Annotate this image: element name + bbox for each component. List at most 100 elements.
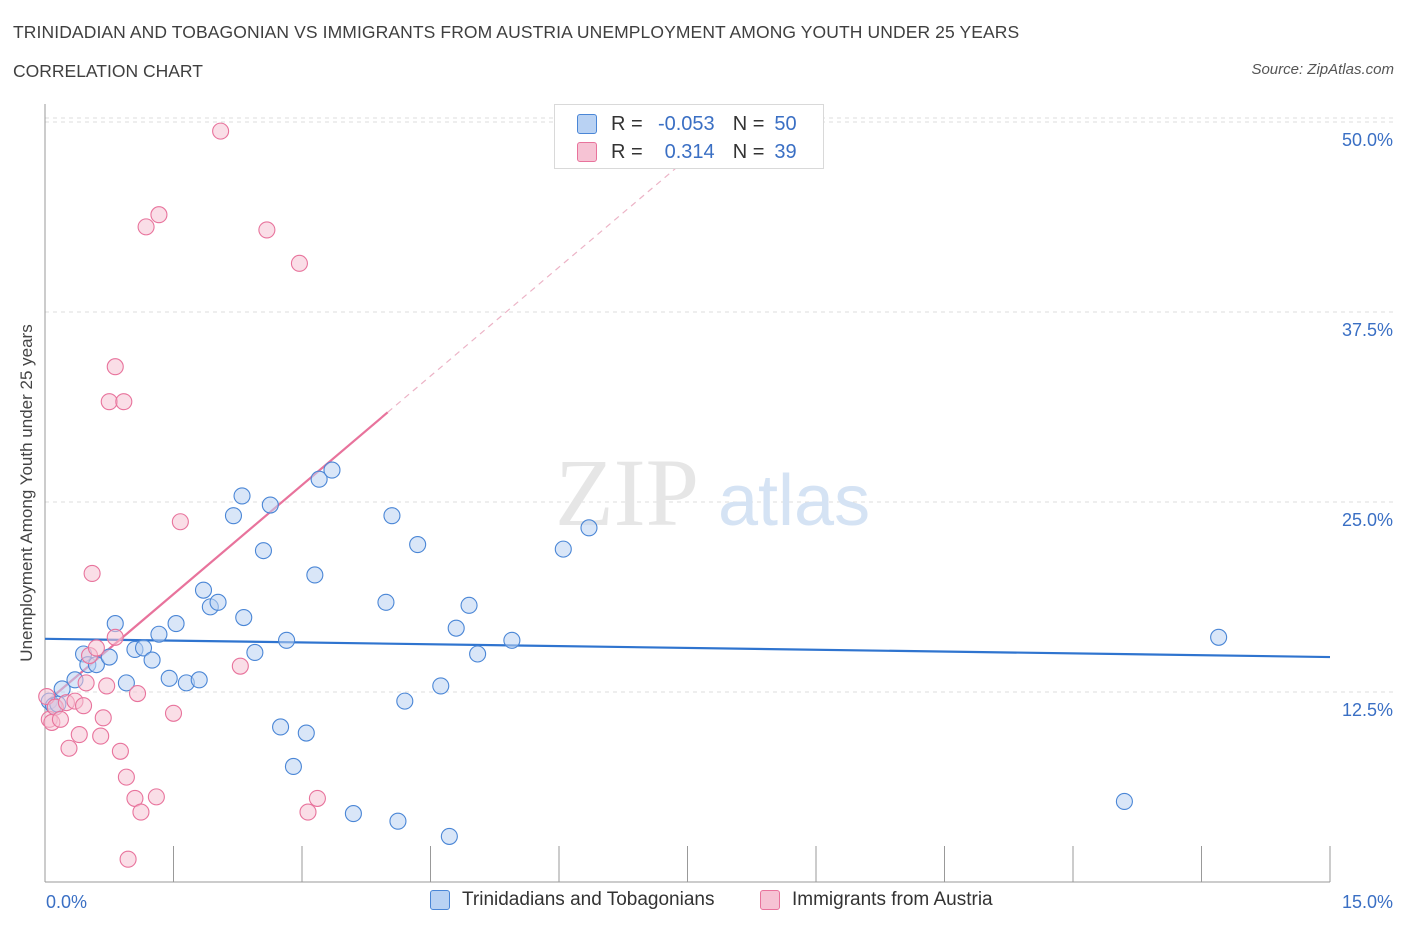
legend-row-blue: R = -0.053 N = 50 xyxy=(577,111,797,137)
legend-swatch-pink xyxy=(577,142,597,162)
point-trinidadian xyxy=(383,507,401,525)
point-austria xyxy=(75,697,93,715)
point-trinidadian xyxy=(272,718,290,736)
point-trinidadian xyxy=(377,593,395,611)
point-austria xyxy=(87,639,105,657)
point-trinidadian xyxy=(224,507,243,525)
point-austria xyxy=(77,674,95,692)
y-axis-label: Unemployment Among Youth under 25 years xyxy=(17,324,36,662)
point-trinidadian xyxy=(235,608,253,627)
point-trinidadian xyxy=(167,615,185,633)
point-trinidadian xyxy=(278,631,296,649)
point-austria xyxy=(164,704,183,722)
point-austria xyxy=(132,803,150,821)
point-austria xyxy=(106,358,124,376)
chart-subtitle: CORRELATION CHART xyxy=(13,61,203,81)
point-austria xyxy=(106,628,124,646)
point-trinidadian xyxy=(580,519,598,537)
point-trinidadian xyxy=(447,619,465,637)
trend-line-austria-extension xyxy=(387,121,731,413)
point-trinidadian xyxy=(117,674,135,692)
point-austria xyxy=(70,726,88,744)
legend-n-value-pink: 39 xyxy=(774,140,797,163)
point-austria xyxy=(231,657,249,675)
point-trinidadian xyxy=(389,812,407,830)
point-trinidadian xyxy=(344,805,362,823)
point-trinidadian xyxy=(460,596,478,614)
x-tick-label-min: 0.0% xyxy=(46,892,87,912)
point-austria xyxy=(147,788,165,806)
point-trinidadian xyxy=(190,671,208,689)
trend-line-austria xyxy=(48,411,389,701)
y-tick-label: 37.5% xyxy=(1342,320,1393,340)
y-tick-label: 25.0% xyxy=(1342,510,1393,530)
chart-title: TRINIDADIAN AND TOBAGONIAN VS IMMIGRANTS… xyxy=(13,22,1020,42)
tick-labels: 12.5% 25.0% 37.5% 50.0% 0.0% 15.0% xyxy=(46,130,1393,912)
point-trinidadian xyxy=(554,540,572,558)
legend-n-label: N = xyxy=(732,112,765,135)
point-austria xyxy=(290,254,308,272)
point-trinidadian xyxy=(409,536,427,554)
point-trinidadian xyxy=(469,645,487,663)
legend-r-value-blue: -0.053 xyxy=(657,112,715,135)
point-austria xyxy=(299,803,317,821)
grid-lines xyxy=(45,117,1395,693)
point-austria xyxy=(100,393,118,411)
point-trinidadian xyxy=(323,461,341,479)
point-trinidadian xyxy=(100,648,118,666)
point-austria xyxy=(150,206,168,224)
point-austria xyxy=(212,122,230,140)
correlation-legend: R = -0.053 N = 50 R = 0.314 N = 39 xyxy=(554,104,824,169)
point-austria xyxy=(119,850,137,868)
legend-row-pink: R = 0.314 N = 39 xyxy=(577,139,797,165)
point-trinidadian xyxy=(143,651,161,669)
series-label-pink: Immigrants from Austria xyxy=(792,889,993,910)
data-points xyxy=(38,122,1228,868)
series-swatch-blue xyxy=(430,890,450,910)
point-trinidadian xyxy=(440,827,458,845)
x-tick-label-max: 15.0% xyxy=(1342,892,1393,912)
point-trinidadian xyxy=(246,643,264,662)
watermark-atlas: atlas xyxy=(718,461,870,541)
legend-r-label: R = xyxy=(611,140,643,163)
axes xyxy=(44,104,1331,883)
point-trinidadian xyxy=(233,487,251,505)
point-austria xyxy=(92,727,110,745)
legend-n-value-blue: 50 xyxy=(774,112,797,135)
point-austria xyxy=(94,709,112,727)
point-trinidadian xyxy=(432,677,450,695)
point-austria xyxy=(171,513,189,531)
series-swatch-pink xyxy=(760,890,780,910)
point-trinidadian xyxy=(209,593,227,611)
point-austria xyxy=(115,393,133,411)
source-credit: Source: ZipAtlas.com xyxy=(1251,61,1394,78)
point-trinidadian xyxy=(297,724,315,742)
y-tick-label: 12.5% xyxy=(1342,700,1393,720)
watermark-zip: ZIP xyxy=(555,439,699,546)
point-trinidadian xyxy=(194,581,213,599)
legend-r-label: R = xyxy=(611,112,643,135)
y-tick-label: 50.0% xyxy=(1342,130,1393,150)
point-trinidadian xyxy=(160,669,178,687)
point-trinidadian xyxy=(1210,628,1228,646)
point-trinidadian xyxy=(1115,792,1133,810)
point-austria xyxy=(83,564,101,582)
legend-n-label: N = xyxy=(732,140,765,163)
point-austria xyxy=(60,739,78,757)
legend-r-value-pink: 0.314 xyxy=(664,140,715,163)
trend-line-trinidadian xyxy=(44,637,1331,659)
point-trinidadian xyxy=(503,631,521,649)
series-label-blue: Trinidadians and Tobagonians xyxy=(462,889,715,910)
point-trinidadian xyxy=(254,542,273,560)
point-austria xyxy=(51,710,69,728)
watermark: ZIP atlas xyxy=(555,439,870,546)
point-trinidadian xyxy=(261,496,279,514)
series-legend-blue: Trinidadians and Tobagonians xyxy=(430,889,714,911)
point-austria xyxy=(258,221,276,239)
legend-swatch-blue xyxy=(577,114,597,134)
point-austria xyxy=(98,677,116,695)
point-trinidadian xyxy=(396,692,414,710)
point-trinidadian xyxy=(284,757,302,776)
point-austria xyxy=(111,742,129,760)
